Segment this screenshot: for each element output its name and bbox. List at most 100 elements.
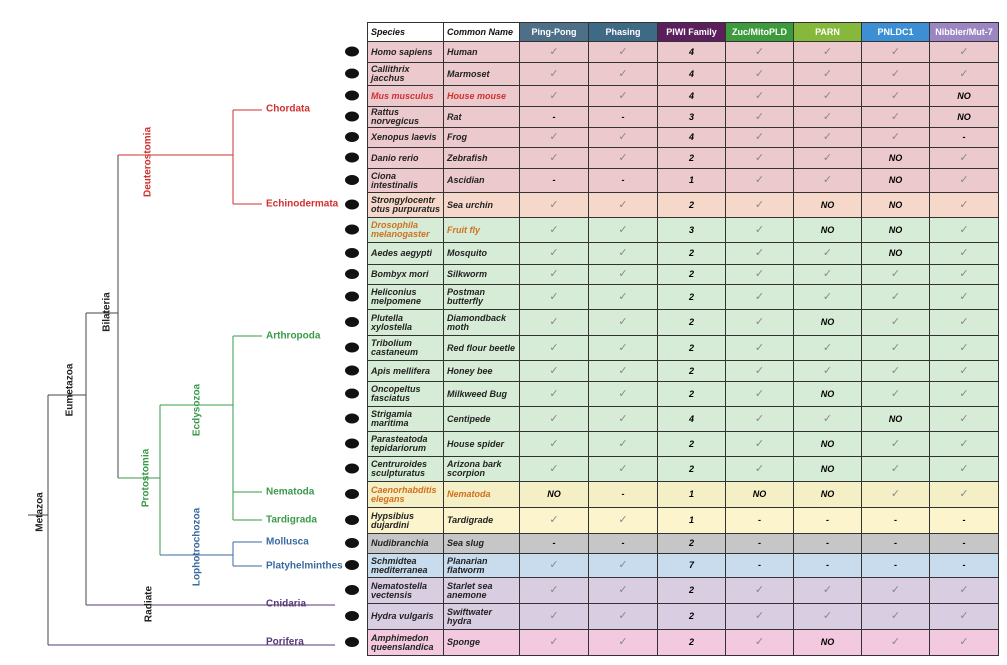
- table-cell: 2: [657, 456, 726, 482]
- species-icon: [345, 175, 359, 185]
- table-cell: Sea slug: [443, 533, 520, 554]
- table-cell: ✓: [588, 242, 658, 265]
- table-cell: 2: [657, 381, 726, 407]
- table-cell: ✓: [519, 577, 589, 604]
- table-cell: Red flour beetle: [443, 335, 520, 361]
- table-cell: ✓: [793, 127, 862, 148]
- table-cell: 2: [657, 577, 726, 604]
- table-cell: Zuc/MitoPLD: [725, 22, 794, 42]
- table-cell: ✓: [725, 335, 794, 361]
- table-cell: 3: [657, 106, 726, 128]
- table-cell: 4: [657, 406, 726, 432]
- table-cell: ✓: [519, 335, 589, 361]
- table-cell: Planarian flatworm: [443, 553, 520, 578]
- table-cell: ✓: [793, 147, 862, 169]
- table-cell: ✓: [519, 62, 589, 86]
- clade-label: Platyhelminthes: [266, 561, 343, 572]
- table-cell: ✓: [519, 284, 589, 310]
- species-icon: [345, 438, 359, 449]
- node-label: Bilateria: [102, 292, 113, 332]
- table-cell: Amphimedon queenslandica: [367, 629, 444, 656]
- table-cell: ✓: [519, 309, 589, 336]
- node-label: Protostomia: [141, 448, 152, 507]
- table-cell: ✓: [519, 507, 589, 534]
- table-cell: ✓: [519, 264, 589, 285]
- table-cell: ✓: [725, 456, 794, 482]
- table-cell: Nibbler/Mut-7: [929, 22, 999, 42]
- table-cell: ✓: [861, 381, 930, 407]
- table-cell: ✓: [519, 456, 589, 482]
- table-cell: Mus musculus: [367, 85, 444, 107]
- table-cell: ✓: [588, 147, 658, 169]
- table-cell: ✓: [725, 106, 794, 128]
- table-cell: ✓: [519, 217, 589, 243]
- table-cell: 2: [657, 284, 726, 310]
- table-cell: Centipede: [443, 406, 520, 432]
- table-cell: Strongylocentr otus purpuratus: [367, 192, 444, 218]
- table-cell: -: [588, 533, 658, 554]
- table-cell: ✓: [519, 127, 589, 148]
- table-cell: ✓: [588, 41, 658, 63]
- table-cell: Milkweed Bug: [443, 381, 520, 407]
- table-cell: -: [725, 507, 794, 534]
- table-cell: Tribolium castaneum: [367, 335, 444, 361]
- table-cell: NO: [793, 217, 862, 243]
- table-cell: ✓: [588, 629, 658, 656]
- table-cell: PIWI Family: [657, 22, 726, 42]
- node-label: Ecdysozoa: [192, 383, 203, 436]
- table-cell: 7: [657, 553, 726, 578]
- table-cell: NO: [725, 481, 794, 508]
- table-cell: Schmidtea mediterranea: [367, 553, 444, 578]
- species-icon: [345, 342, 359, 353]
- table-cell: NO: [929, 106, 999, 128]
- table-cell: -: [929, 507, 999, 534]
- table-cell: 1: [657, 507, 726, 534]
- table-cell: -: [861, 533, 930, 554]
- clade-label: Nematoda: [266, 487, 315, 498]
- table-cell: ✓: [929, 360, 999, 382]
- species-icon: [345, 463, 359, 474]
- table-cell: Homo sapiens: [367, 41, 444, 63]
- table-cell: 2: [657, 147, 726, 169]
- species-icon: [345, 111, 359, 122]
- table-cell: 2: [657, 629, 726, 656]
- table-cell: ✓: [861, 603, 930, 630]
- table-cell: Species: [367, 22, 444, 42]
- table-cell: ✓: [929, 577, 999, 604]
- table-cell: ✓: [929, 62, 999, 86]
- table-cell: ✓: [929, 335, 999, 361]
- table-cell: Callithrix jacchus: [367, 62, 444, 86]
- table-cell: ✓: [929, 147, 999, 169]
- table-cell: Tardigrade: [443, 507, 520, 534]
- table-cell: -: [519, 106, 589, 128]
- table-cell: Postman butterfly: [443, 284, 520, 310]
- table-cell: -: [519, 533, 589, 554]
- table-cell: ✓: [929, 41, 999, 63]
- table-cell: ✓: [861, 127, 930, 148]
- table-cell: ✓: [929, 603, 999, 630]
- table-cell: 4: [657, 62, 726, 86]
- table-cell: ✓: [929, 431, 999, 457]
- table-cell: ✓: [588, 381, 658, 407]
- table-cell: ✓: [519, 242, 589, 265]
- table-cell: ✓: [793, 62, 862, 86]
- table-cell: NO: [793, 309, 862, 336]
- table-cell: ✓: [588, 284, 658, 310]
- table-cell: ✓: [519, 147, 589, 169]
- table-cell: ✓: [861, 456, 930, 482]
- species-icon: [345, 585, 359, 595]
- table-cell: Aedes aegypti: [367, 242, 444, 265]
- table-cell: ✓: [793, 284, 862, 310]
- species-icon: [345, 269, 359, 279]
- table-cell: Bombyx mori: [367, 264, 444, 285]
- table-cell: ✓: [793, 360, 862, 382]
- table-cell: Swiftwater hydra: [443, 603, 520, 630]
- table-cell: ✓: [793, 406, 862, 432]
- table-cell: ✓: [588, 456, 658, 482]
- table-cell: ✓: [861, 85, 930, 107]
- table-cell: -: [793, 553, 862, 578]
- table-cell: Zebrafish: [443, 147, 520, 169]
- table-cell: ✓: [725, 168, 794, 193]
- table-cell: -: [588, 106, 658, 128]
- species-icon: [345, 152, 359, 163]
